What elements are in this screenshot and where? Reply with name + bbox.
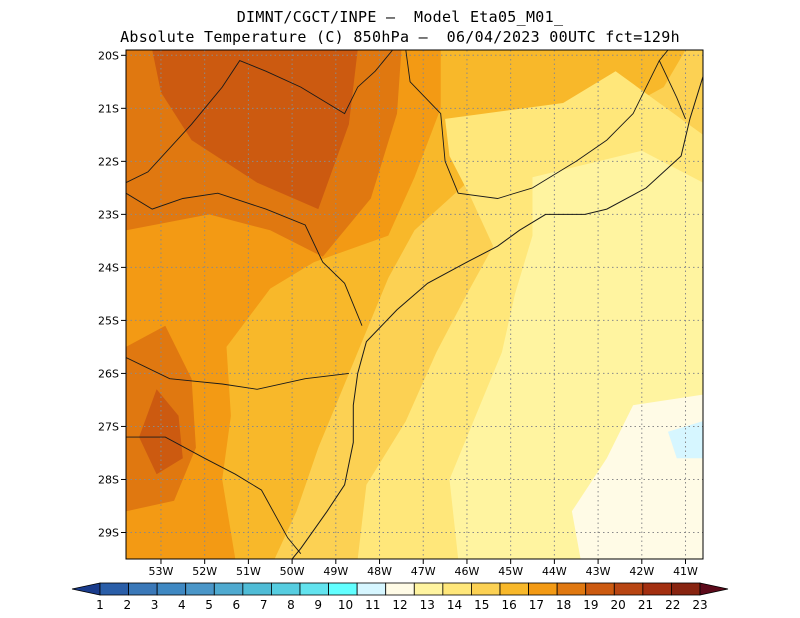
colorbar-swatch [413, 582, 444, 596]
temperature-region [139, 389, 183, 475]
colorbar-swatch [128, 582, 158, 596]
lon-tick-label: 47W [411, 565, 436, 578]
colorbar-label: 13 [420, 598, 435, 612]
lon-tick-label: 53W [149, 565, 174, 578]
colorbar-swatch [356, 582, 387, 596]
lat-tick-label: 20S [98, 49, 119, 62]
colorbar-label: 3 [151, 598, 159, 612]
colorbar-label: 11 [365, 598, 380, 612]
colorbar-swatch [613, 582, 644, 596]
lat-tick-label: 21S [98, 102, 119, 115]
state-boundary [126, 192, 363, 326]
colorbar-label: 10 [338, 598, 353, 612]
colorbar-swatch [185, 582, 215, 596]
colorbar-label: 23 [692, 598, 707, 612]
lat-tick-label: 29S [98, 526, 119, 539]
colorbar-upper-arrow [699, 582, 729, 596]
colorbar-label: 18 [556, 598, 571, 612]
colorbar-swatch [528, 582, 558, 596]
coastline [291, 76, 703, 559]
colorbar-lower-arrow [71, 582, 101, 596]
colorbar-swatch [471, 582, 501, 596]
temperature-region [668, 421, 703, 459]
state-boundary [126, 436, 302, 554]
colorbar-label: 19 [583, 598, 598, 612]
lat-tick-label: 23S [98, 208, 119, 221]
colorbar-label: 5 [205, 598, 213, 612]
lon-tick-label: 43W [586, 565, 611, 578]
colorbar-label: 17 [529, 598, 544, 612]
lon-tick-label: 41W [673, 565, 698, 578]
lat-tick-label: 27S [98, 420, 119, 433]
axis-ticks: 20S 21S 22S 23S 24S 25S 26S 27S 28S 29S 53W 52W 51W 5… [98, 49, 698, 578]
colorbar-swatch [99, 582, 129, 596]
colorbar-label: 8 [287, 598, 295, 612]
colorbar-label: 16 [501, 598, 516, 612]
colorbar-swatch [242, 582, 272, 596]
colorbar-label: 21 [638, 598, 653, 612]
colorbar-label: 9 [314, 598, 322, 612]
colorbar-swatch [642, 582, 672, 596]
lat-tick-label: 28S [98, 473, 119, 486]
colorbar-label: 2 [123, 598, 131, 612]
lon-tick-label: 50W [280, 565, 305, 578]
lon-tick-label: 52W [192, 565, 217, 578]
colorbar-label: 22 [665, 598, 680, 612]
lon-tick-label: 44W [542, 565, 567, 578]
lat-tick-label: 24S [98, 261, 119, 274]
temperature-region [152, 50, 358, 210]
lon-tick-label: 48W [367, 565, 392, 578]
political-boundaries [126, 50, 703, 559]
colorbar-label: 12 [392, 598, 407, 612]
colorbar-swatch [556, 582, 587, 596]
lon-tick-label: 42W [629, 565, 654, 578]
colorbar-swatch [299, 582, 329, 596]
colorbar-swatch [385, 582, 415, 596]
colorbar-label: 14 [447, 598, 462, 612]
lon-tick-label: 49W [323, 565, 348, 578]
colorbar-label: 20 [611, 598, 626, 612]
color-scale-bar: 1 2 3 4 5 6 7 8 9 10 11 12 13 14 15 16 17 18 19 20 21 22 23 [71, 582, 729, 612]
lon-tick-label: 46W [455, 565, 480, 578]
colorbar-swatch [585, 582, 615, 596]
colorbar-swatch [156, 582, 187, 596]
state-boundary [658, 60, 686, 120]
colorbar-swatch [213, 582, 244, 596]
state-boundary [405, 50, 533, 199]
lon-tick-label: 45W [498, 565, 523, 578]
colorbar-swatch [499, 582, 529, 596]
map-subtitle: Absolute Temperature (C) 850hPa – 06/04/… [120, 28, 680, 46]
map-frame [125, 49, 704, 560]
colorbar-label: 15 [474, 598, 489, 612]
colorbar-swatch [671, 582, 701, 596]
lat-tick-label: 26S [98, 367, 119, 380]
colorbar-swatch [271, 582, 301, 596]
lat-tick-label: 25S [98, 314, 119, 327]
colorbar-swatch [442, 582, 472, 596]
state-boundary [126, 357, 349, 390]
colorbar-label: 4 [178, 598, 186, 612]
lat-lon-grid [126, 50, 703, 559]
map-title: DIMNT/CGCT/INPE – Model Eta05_M01_ [236, 8, 564, 26]
temperature-field [126, 50, 703, 559]
colorbar-swatch [328, 582, 358, 596]
colorbar-label: 6 [233, 598, 241, 612]
colorbar-label: 1 [96, 598, 104, 612]
state-boundary [126, 50, 393, 184]
lon-tick-label: 51W [236, 565, 261, 578]
colorbar-label: 7 [260, 598, 268, 612]
lat-tick-label: 22S [98, 155, 119, 168]
